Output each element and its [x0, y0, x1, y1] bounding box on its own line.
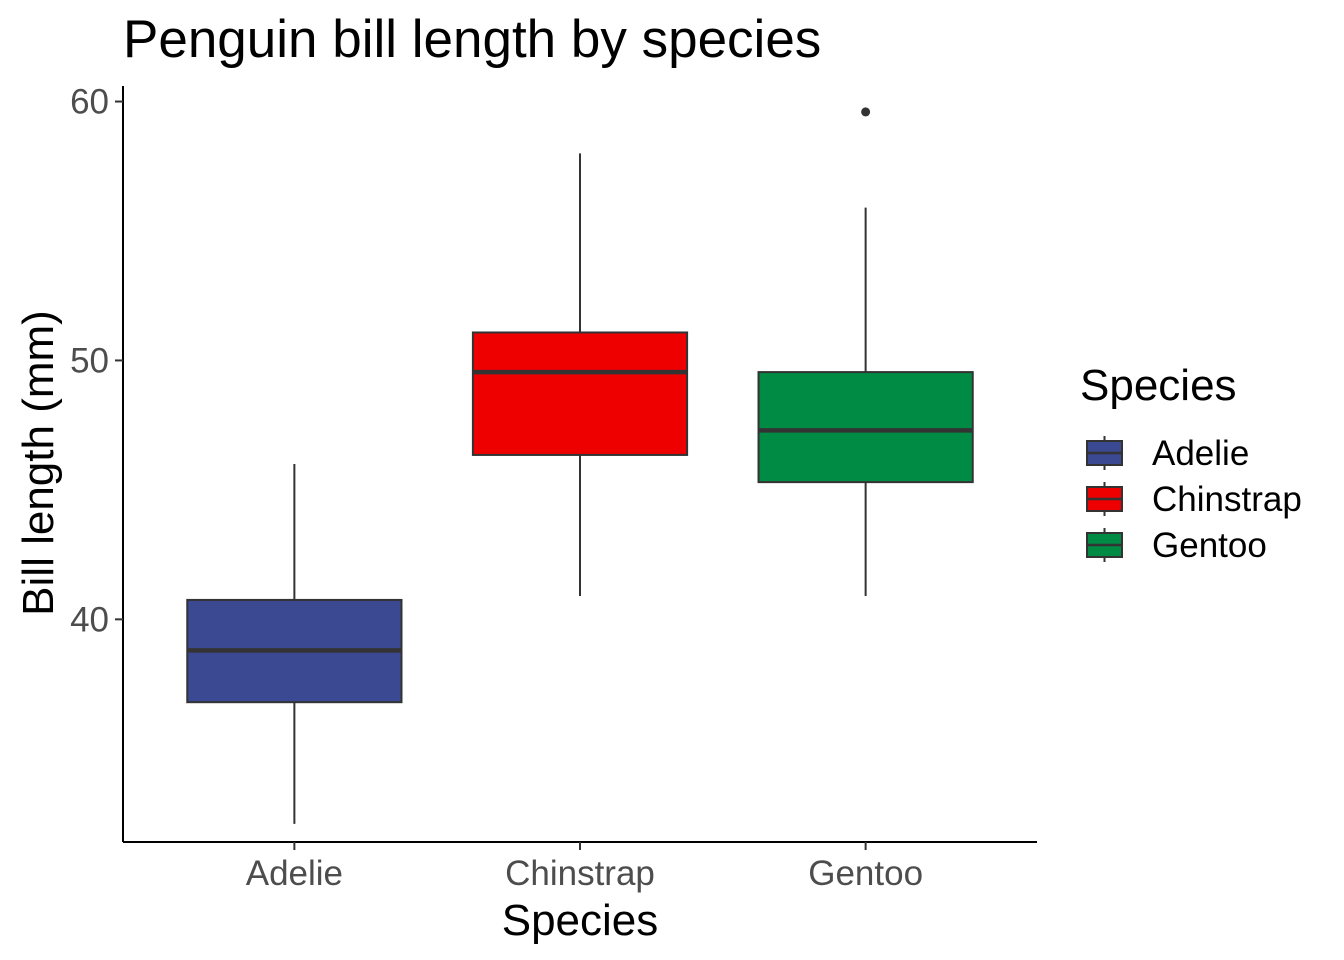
y-axis-ticks: 40 50 60 [70, 83, 123, 639]
y-tick-label: 50 [70, 341, 109, 380]
box-adelie [186, 464, 403, 824]
y-tick-label: 60 [70, 83, 109, 122]
legend-label: Adelie [1152, 434, 1249, 473]
x-tick-label: Adelie [246, 854, 343, 893]
box-group [186, 107, 974, 824]
box-chinstrap [471, 153, 689, 597]
legend-label: Chinstrap [1152, 480, 1302, 519]
x-tick-label: Chinstrap [505, 854, 655, 893]
chart-title: Penguin bill length by species [123, 10, 821, 69]
legend: Species Adelie Chinstrap Gentoo [1080, 361, 1302, 565]
x-axis-title: Species [502, 896, 659, 945]
legend-keys: Adelie Chinstrap Gentoo [1086, 434, 1302, 565]
x-tick-label: Gentoo [808, 854, 923, 893]
legend-item-adelie: Adelie [1086, 434, 1249, 473]
legend-title: Species [1080, 361, 1237, 410]
box-gentoo [757, 107, 974, 597]
box-iqr [757, 371, 974, 484]
y-axis-title: Bill length (mm) [14, 310, 63, 616]
legend-label: Gentoo [1152, 526, 1267, 565]
outlier-point [861, 107, 871, 117]
box-iqr [471, 331, 689, 456]
x-axis-ticks: Adelie Chinstrap Gentoo [246, 842, 923, 893]
legend-item-chinstrap: Chinstrap [1086, 480, 1302, 519]
y-tick-label: 40 [70, 600, 109, 639]
legend-item-gentoo: Gentoo [1086, 526, 1267, 565]
plot-area: 40 50 60 Adelie Chinstrap Gentoo [70, 83, 1037, 893]
